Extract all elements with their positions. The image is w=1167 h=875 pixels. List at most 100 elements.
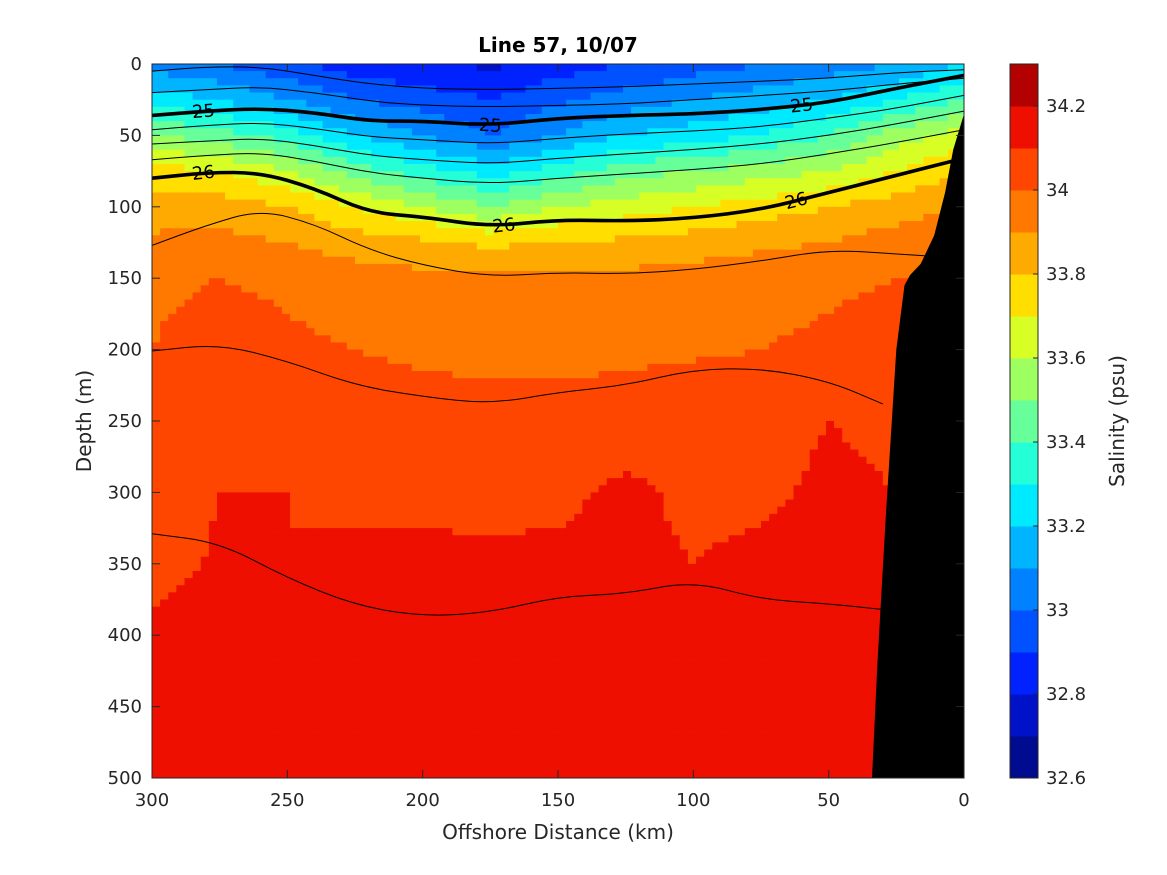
salinity-cell — [452, 99, 462, 108]
salinity-cell — [679, 185, 689, 194]
salinity-cell — [379, 71, 389, 79]
salinity-cell — [785, 156, 795, 165]
salinity-cell — [436, 392, 445, 401]
salinity-cell — [817, 356, 827, 365]
salinity-cell — [639, 178, 648, 186]
salinity-cell — [387, 199, 397, 208]
salinity-cell — [192, 356, 202, 365]
salinity-cell — [338, 371, 348, 379]
salinity-cell — [371, 228, 380, 236]
salinity-cell — [403, 413, 413, 422]
salinity-cell — [687, 135, 697, 144]
salinity-cell — [501, 256, 510, 265]
salinity-cell — [874, 199, 884, 208]
salinity-cell — [241, 163, 251, 172]
salinity-cell — [249, 192, 259, 201]
salinity-cell — [314, 78, 324, 87]
salinity-cell — [769, 306, 778, 315]
salinity-cell — [834, 192, 843, 201]
salinity-cell — [606, 392, 616, 401]
salinity-cell — [436, 121, 445, 129]
salinity-cell — [509, 171, 518, 179]
salinity-cell — [850, 213, 860, 222]
salinity-cell — [452, 299, 462, 308]
salinity-cell — [152, 128, 161, 136]
salinity-cell — [631, 171, 640, 179]
salinity-cell — [574, 242, 583, 251]
salinity-cell — [647, 156, 657, 165]
salinity-cell — [192, 242, 202, 251]
salinity-cell — [233, 335, 242, 344]
salinity-cell — [338, 313, 348, 322]
salinity-cell — [216, 113, 226, 122]
salinity-cell — [419, 285, 429, 294]
salinity-cell — [842, 64, 851, 72]
salinity-cell — [549, 221, 559, 229]
salinity-cell — [476, 349, 486, 358]
salinity-cell — [387, 342, 397, 351]
salinity-cell — [907, 185, 916, 194]
salinity-cell — [176, 299, 186, 308]
salinity-cell — [419, 92, 429, 101]
salinity-cell — [777, 106, 786, 115]
salinity-cell — [403, 321, 413, 329]
salinity-cell — [679, 149, 689, 158]
salinity-cell — [590, 99, 600, 108]
salinity-cell — [152, 213, 161, 222]
salinity-cell — [696, 349, 705, 358]
salinity-cell — [379, 163, 389, 172]
salinity-cell — [582, 342, 592, 351]
salinity-cell — [687, 113, 697, 122]
salinity-cell — [225, 242, 234, 251]
salinity-cell — [704, 371, 713, 379]
salinity-cell — [403, 271, 413, 279]
salinity-cell — [858, 342, 868, 351]
salinity-cell — [671, 278, 681, 286]
salinity-cell — [152, 371, 161, 379]
salinity-cell — [168, 413, 177, 422]
salinity-cell — [428, 235, 437, 244]
salinity-cell — [647, 213, 657, 222]
salinity-cell — [647, 356, 657, 365]
salinity-cell — [850, 328, 860, 336]
salinity-cell — [314, 328, 324, 336]
salinity-cell — [517, 128, 527, 136]
salinity-cell — [476, 406, 486, 415]
salinity-cell — [720, 171, 730, 179]
salinity-cell — [265, 285, 275, 294]
salinity-cell — [176, 128, 186, 136]
salinity-cell — [371, 142, 380, 151]
salinity-cell — [566, 213, 575, 222]
salinity-cell — [874, 385, 884, 394]
salinity-cell — [298, 299, 307, 308]
salinity-cell — [176, 356, 186, 365]
salinity-cell — [265, 78, 275, 87]
salinity-cell — [525, 199, 535, 208]
salinity-cell — [777, 349, 786, 358]
salinity-cell — [476, 71, 486, 79]
salinity-cell — [541, 242, 551, 251]
salinity-cell — [647, 249, 657, 258]
salinity-cell — [160, 85, 169, 94]
salinity-cell — [801, 206, 811, 215]
salinity-cell — [647, 328, 657, 336]
salinity-cell — [866, 335, 876, 344]
salinity-cell — [468, 321, 478, 329]
salinity-cell — [777, 121, 786, 129]
salinity-cell — [338, 306, 348, 315]
salinity-cell — [842, 213, 851, 222]
salinity-cell — [216, 363, 226, 372]
salinity-cell — [314, 71, 324, 79]
salinity-cell — [176, 335, 186, 344]
salinity-cell — [525, 335, 535, 344]
salinity-cell — [622, 413, 632, 422]
salinity-cell — [679, 335, 689, 344]
salinity-cell — [858, 356, 868, 365]
salinity-cell — [298, 64, 307, 72]
salinity-cell — [257, 321, 267, 329]
salinity-cell — [752, 321, 762, 329]
salinity-cell — [452, 356, 462, 365]
salinity-cell — [273, 399, 283, 408]
salinity-cell — [184, 363, 194, 372]
salinity-cell — [574, 71, 583, 79]
